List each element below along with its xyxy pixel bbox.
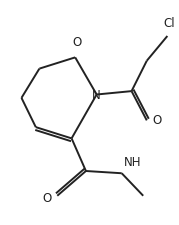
Text: Cl: Cl [163,17,175,30]
Text: N: N [91,89,100,102]
Text: NH: NH [124,156,141,169]
Text: O: O [43,191,52,205]
Text: O: O [72,36,82,50]
Text: O: O [152,114,161,127]
